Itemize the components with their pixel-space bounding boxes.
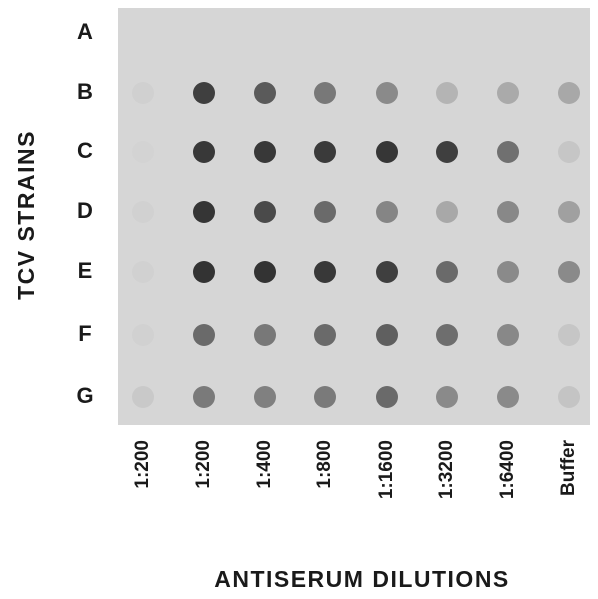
dot	[193, 386, 215, 408]
dot	[254, 324, 276, 346]
row-label: C	[77, 138, 93, 163]
dot	[497, 82, 519, 104]
row-label: A	[77, 19, 93, 44]
dot	[254, 386, 276, 408]
dot	[558, 386, 580, 408]
dot	[497, 201, 519, 223]
dot	[436, 324, 458, 346]
dot	[558, 261, 580, 283]
dot	[376, 141, 398, 163]
dot	[376, 324, 398, 346]
dot	[436, 261, 458, 283]
dot	[314, 386, 336, 408]
page: {"row_axis": {"title": "TCV STRAINS", "l…	[0, 0, 598, 599]
row-label: G	[76, 383, 93, 408]
column-labels: 1:200 1:200 1:400 1:800 1:1600 1:3200 1:6400 Bu…	[132, 439, 579, 499]
column-label: 1:400	[254, 440, 275, 489]
dot	[193, 201, 215, 223]
dot	[436, 141, 458, 163]
dot	[132, 141, 154, 163]
column-axis-title: ANTISERUM DILUTIONS	[214, 566, 510, 592]
dot	[132, 324, 154, 346]
row-axis-title: TCV STRAINS	[13, 130, 39, 300]
dot	[314, 141, 336, 163]
dot	[558, 82, 580, 104]
dot-blot-figure: A B C D E F G 1:200 1:200 1:400 1:800 1:1600 1:3200…	[0, 0, 598, 599]
dot	[132, 261, 154, 283]
dot	[558, 201, 580, 223]
column-label: 1:6400	[497, 440, 518, 499]
dot	[497, 324, 519, 346]
dot	[376, 201, 398, 223]
dot	[558, 141, 580, 163]
dot	[254, 261, 276, 283]
dot	[314, 82, 336, 104]
dot	[132, 82, 154, 104]
dot	[193, 141, 215, 163]
dot	[314, 261, 336, 283]
dot	[132, 386, 154, 408]
column-label: 1:200	[193, 440, 214, 489]
dot	[193, 82, 215, 104]
dot	[254, 82, 276, 104]
column-label: 1:1600	[376, 440, 397, 499]
dot	[558, 324, 580, 346]
dot	[376, 386, 398, 408]
row-label: D	[77, 198, 93, 223]
dot	[497, 386, 519, 408]
row-label: E	[78, 258, 93, 283]
dot	[314, 201, 336, 223]
column-label: 1:3200	[436, 440, 457, 499]
dot	[436, 201, 458, 223]
dot	[436, 386, 458, 408]
column-label: 1:800	[314, 440, 335, 489]
dot	[254, 141, 276, 163]
dot	[254, 201, 276, 223]
row-labels: A B C D E F G	[76, 19, 93, 408]
dot	[497, 261, 519, 283]
dot	[497, 141, 519, 163]
dot	[376, 82, 398, 104]
dot	[314, 324, 336, 346]
dot	[193, 324, 215, 346]
dot	[193, 261, 215, 283]
row-label: B	[77, 79, 93, 104]
dot	[132, 201, 154, 223]
row-label: F	[78, 321, 91, 346]
dot	[436, 82, 458, 104]
column-label: 1:200	[132, 440, 153, 489]
dot	[376, 261, 398, 283]
column-label: Buffer	[558, 439, 579, 496]
blot-membrane	[118, 8, 590, 425]
